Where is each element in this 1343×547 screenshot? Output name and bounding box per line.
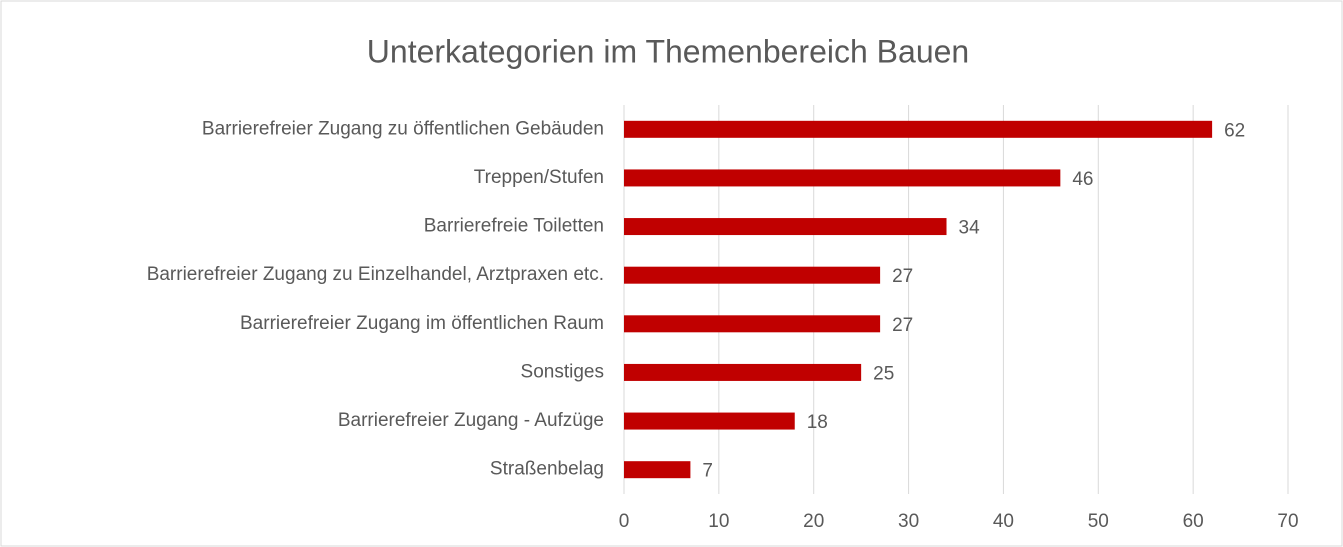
y-tick-label: Barrierefreier Zugang zu Einzelhandel, A… [147,264,604,285]
bar [624,315,881,333]
bar [624,120,1213,138]
data-label: 34 [959,218,981,239]
x-tick-label: 0 [619,511,630,532]
chart-title: Unterkategorien im Themenbereich Bauen [367,33,969,69]
x-tick-label: 40 [993,511,1014,532]
data-label: 27 [892,315,913,336]
y-tick-label: Barrierefreier Zugang - Aufzüge [338,410,604,431]
x-tick-label: 60 [1183,511,1204,532]
x-tick-label: 30 [898,511,919,532]
y-tick-label: Barrierefreier Zugang zu öffentlichen Ge… [202,118,604,139]
data-label: 62 [1224,120,1245,141]
x-tick-label: 50 [1088,511,1109,532]
bar [624,412,795,430]
bar [624,461,691,479]
y-tick-label: Straßenbelag [490,459,604,480]
bar [624,266,881,284]
data-label: 27 [892,266,913,287]
y-tick-label: Barrierefreie Toiletten [424,216,604,237]
x-tick-label: 70 [1277,511,1298,532]
data-label: 18 [807,412,828,433]
bar [624,169,1061,187]
bar [624,363,862,381]
x-tick-label: 10 [708,511,729,532]
bar [624,218,947,236]
data-label: 46 [1072,169,1093,190]
y-tick-label: Barrierefreier Zugang im öffentlichen Ra… [240,313,604,334]
data-label: 25 [873,363,894,384]
y-tick-label: Sonstiges [521,361,604,382]
x-tick-label: 20 [803,511,824,532]
data-label: 7 [702,461,713,482]
y-tick-label: Treppen/Stufen [474,167,604,188]
